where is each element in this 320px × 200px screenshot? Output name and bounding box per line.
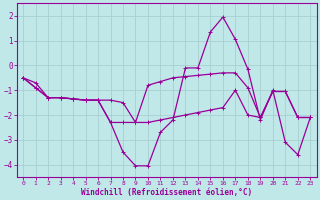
X-axis label: Windchill (Refroidissement éolien,°C): Windchill (Refroidissement éolien,°C) <box>81 188 252 197</box>
